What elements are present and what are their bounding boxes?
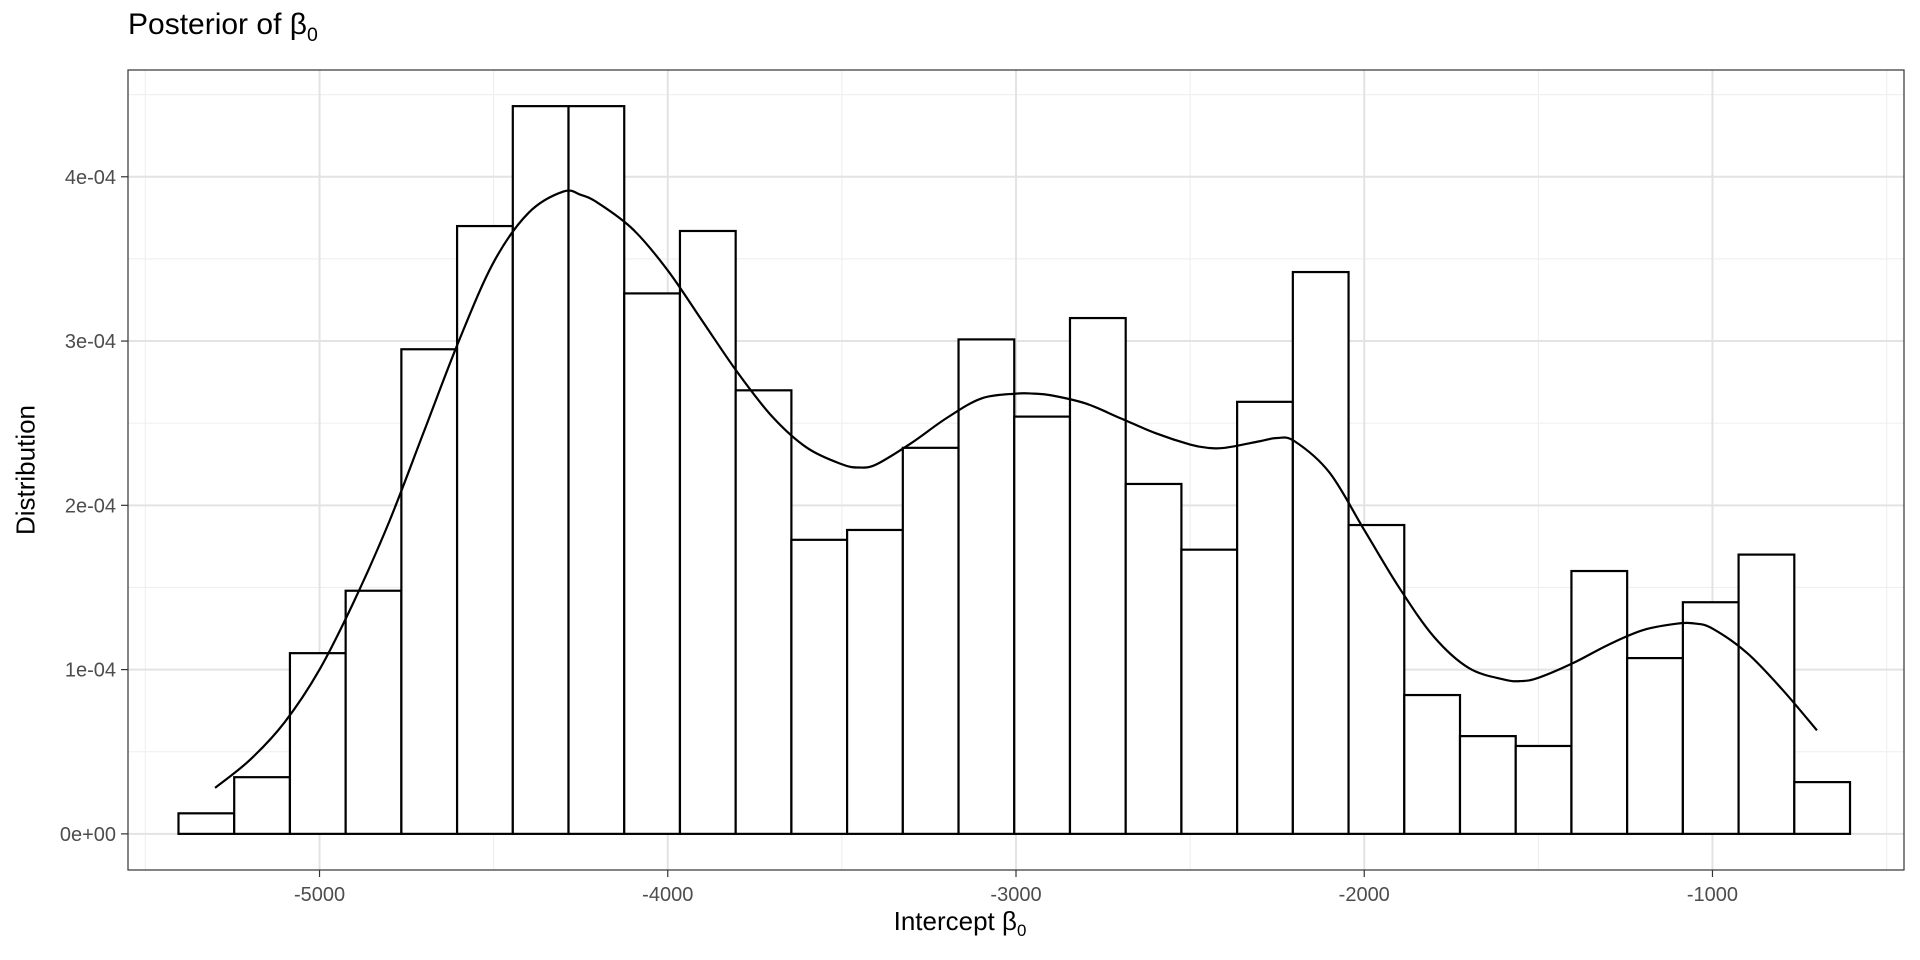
histogram-bar-21: [1291, 270, 1350, 835]
histogram-bar-30: [1793, 781, 1852, 835]
histogram-bar-9: [623, 292, 682, 835]
histogram-bar-16: [1013, 415, 1072, 835]
histogram-bar-13: [846, 528, 904, 835]
histogram-bars: [177, 105, 1852, 835]
histogram-bar-10: [678, 229, 737, 835]
x-axis-label-symbol: β: [1002, 906, 1017, 936]
histogram-bar-27: [1626, 656, 1684, 835]
histogram-bar-5: [400, 348, 459, 835]
chart-title-symbol: β: [289, 8, 307, 41]
histogram-bar-19: [1180, 548, 1239, 835]
histogram-bar-6: [455, 224, 514, 835]
chart-title-text: Posterior of: [128, 8, 290, 41]
x-axis-label: Intercept β0: [0, 906, 1920, 941]
histogram-bar-11: [734, 389, 793, 835]
x-tick-label: -4000: [642, 884, 693, 906]
chart-title-subscript: 0: [307, 24, 318, 46]
histogram-bar-8: [567, 105, 626, 835]
y-tick-label: 1e-04: [65, 660, 116, 682]
histogram-bar-3: [288, 652, 347, 835]
histogram-bar-22: [1347, 523, 1406, 835]
histogram-bar-18: [1124, 482, 1183, 835]
histogram-bar-4: [344, 589, 403, 835]
y-axis-label: Distribution: [10, 404, 41, 536]
histogram-bar-14: [901, 446, 960, 835]
histogram-bar-1: [177, 812, 236, 835]
x-tick-label: -2000: [1339, 884, 1390, 906]
histogram-bar-20: [1236, 400, 1294, 835]
x-tick-label: -3000: [990, 884, 1041, 906]
x-axis-label-subscript: 0: [1016, 921, 1027, 941]
y-tick-label: 0e+00: [60, 824, 116, 846]
x-axis-label-text: Intercept: [893, 906, 1003, 936]
density-curve-group: [214, 189, 1818, 789]
histogram-bar-24: [1458, 735, 1517, 835]
y-tick-label: 2e-04: [65, 495, 116, 517]
histogram-bar-17: [1068, 316, 1127, 835]
chart-title: Posterior of β0: [128, 8, 318, 47]
y-tick-label: 3e-04: [65, 331, 116, 353]
histogram-bar-26: [1570, 569, 1629, 835]
histogram-bar-2: [233, 776, 292, 835]
histogram-bar-23: [1403, 693, 1462, 835]
x-tick-label: -5000: [294, 884, 345, 906]
x-tick-label: -1000: [1687, 884, 1738, 906]
histogram-bar-12: [790, 538, 849, 835]
histogram-bar-25: [1514, 744, 1573, 835]
histogram-bar-15: [957, 338, 1016, 835]
y-tick-label: 4e-04: [65, 167, 116, 189]
y-axis-ticks: 0e+00 1e-04 2e-04 3e-04 4e-04: [60, 167, 128, 846]
x-axis-ticks: -5000 -4000 -3000 -2000 -1000: [294, 870, 1738, 906]
density-curve: [214, 189, 1818, 789]
histogram-bar-7: [511, 105, 570, 835]
histogram-bar-28: [1681, 601, 1740, 835]
